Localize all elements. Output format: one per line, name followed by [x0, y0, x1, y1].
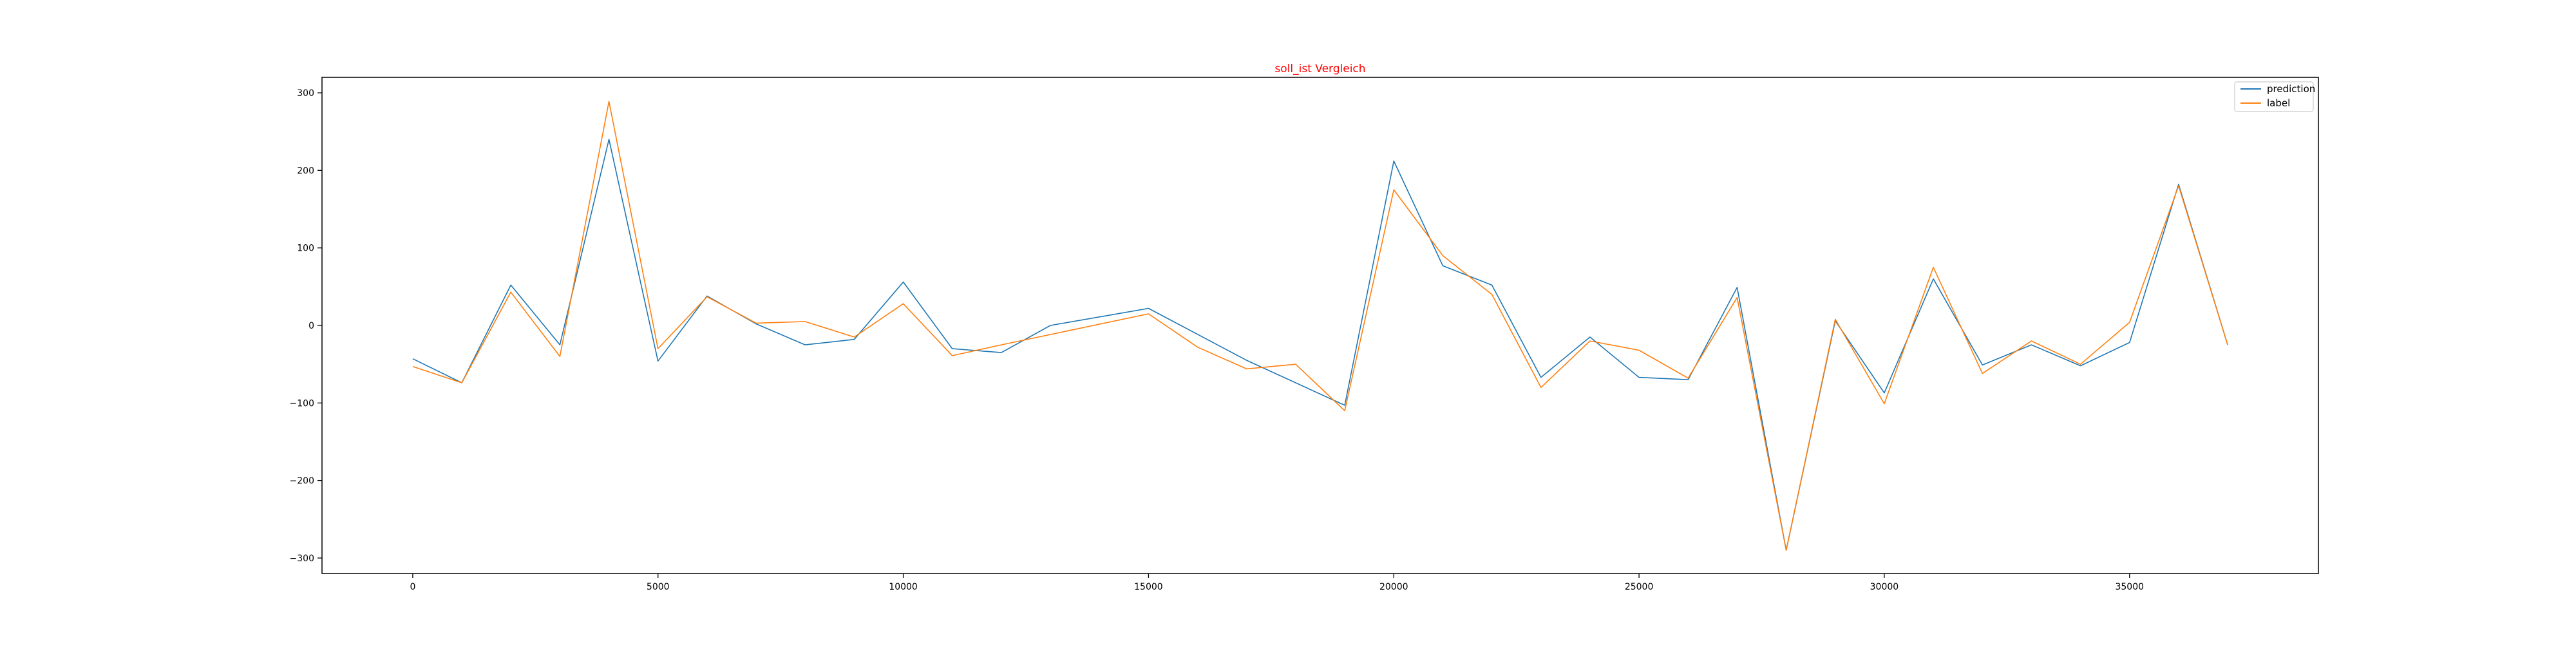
y-tick-label: −200 — [290, 476, 314, 487]
y-axis: −300 −200 −100 0 100 200 300 — [290, 88, 322, 564]
series-line-prediction — [412, 139, 2228, 551]
legend-label-label: label — [2267, 97, 2290, 109]
y-tick-label: 0 — [308, 321, 314, 331]
chart-title: soll_ist Vergleich — [1274, 63, 1365, 75]
y-tick-label: 200 — [297, 166, 314, 176]
x-tick-label: 0 — [410, 582, 415, 592]
y-tick-label: −100 — [290, 398, 314, 409]
x-tick-label: 15000 — [1134, 582, 1163, 592]
legend: prediction label — [2234, 81, 2315, 112]
series-layer — [412, 101, 2228, 551]
x-tick-label: 5000 — [647, 582, 670, 592]
plot-area — [321, 77, 2319, 574]
x-tick-label: 30000 — [1870, 582, 1899, 592]
x-tick-label: 35000 — [2115, 582, 2144, 592]
y-tick-label: 300 — [297, 88, 314, 99]
y-tick-label: 100 — [297, 244, 314, 254]
x-tick-label: 20000 — [1379, 582, 1408, 592]
legend-label-prediction: prediction — [2267, 83, 2315, 95]
x-tick-label: 10000 — [889, 582, 918, 592]
x-axis: 0 5000 10000 15000 20000 25000 30000 35000 — [410, 574, 2144, 592]
x-tick-label: 25000 — [1625, 582, 1654, 592]
y-tick-label: −300 — [290, 554, 314, 564]
series-line-label — [412, 101, 2228, 551]
